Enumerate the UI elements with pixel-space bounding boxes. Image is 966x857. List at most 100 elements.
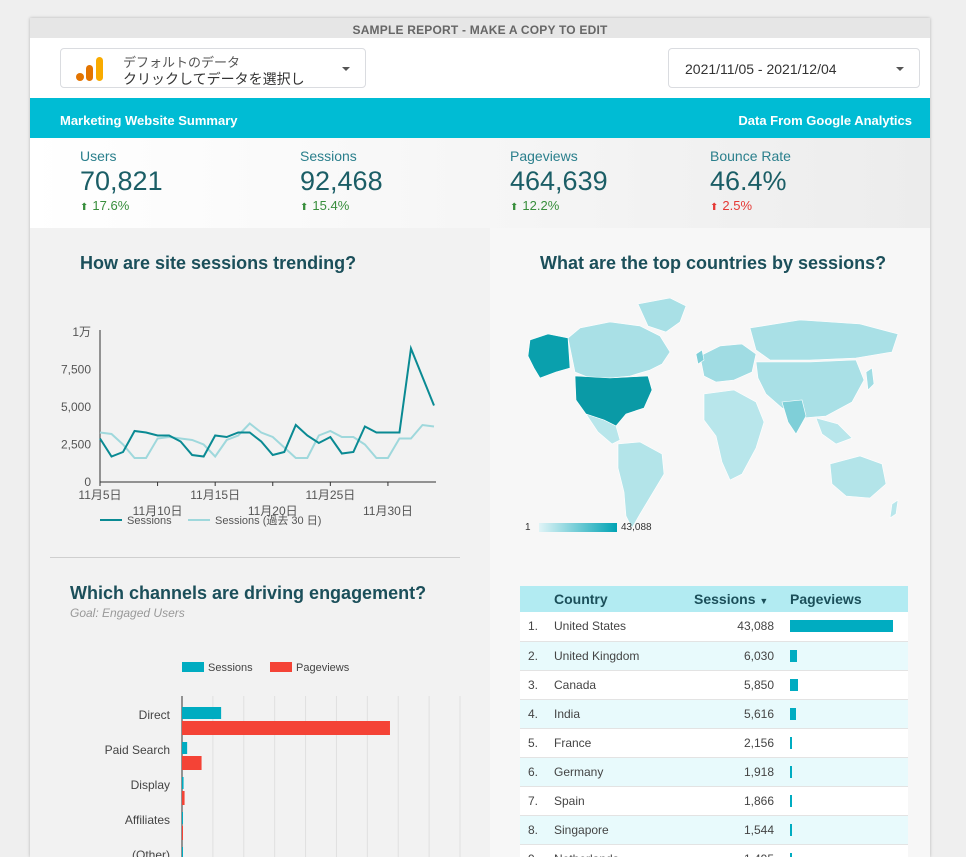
- country-name: India: [554, 699, 694, 729]
- pageviews-cell: [790, 641, 908, 671]
- y-tick-label: 0: [84, 475, 91, 489]
- channels-bar-chart: Sessions Pageviews Direct Paid Search Displa…: [105, 662, 461, 857]
- table-row[interactable]: 5. France 2,156: [520, 728, 908, 758]
- table-row[interactable]: 2. United Kingdom 6,030: [520, 641, 908, 671]
- row-index: 1.: [520, 612, 554, 642]
- country-name: United Kingdom: [554, 641, 694, 671]
- country-name: France: [554, 728, 694, 758]
- legend-swatch-pageviews: [270, 662, 292, 672]
- kpi-delta: 15.4%: [312, 198, 350, 213]
- pageviews-bar: [790, 765, 792, 778]
- kpi-value: 92,468: [300, 166, 383, 196]
- report-title: Marketing Website Summary: [60, 113, 238, 128]
- right-column: What are the top countries by sessions?: [490, 228, 930, 857]
- pageviews-cell: [790, 612, 908, 642]
- map-region-greenland: [637, 298, 687, 333]
- legend-label-sessions-prev: Sessions (過去 30 日): [215, 514, 321, 527]
- legend-label-sessions: Sessions: [127, 515, 172, 527]
- pageviews-bar: [790, 736, 792, 749]
- y-tick-label: 1万: [72, 325, 91, 339]
- map-region-mexico: [585, 413, 621, 445]
- map-region-africa: [703, 389, 765, 481]
- pageviews-bar: [790, 649, 797, 662]
- x-tick-label: 11月25日: [305, 488, 355, 502]
- x-tick-label: 11月10日: [133, 504, 183, 518]
- section-divider: [50, 557, 460, 558]
- channels-chart-title: Which channels are driving engagement?: [70, 583, 427, 603]
- sessions-prev-series-line: [99, 422, 435, 459]
- kpi-value: 70,821: [80, 166, 163, 196]
- map-region-south-america: [617, 441, 665, 529]
- pageviews-bar: [790, 823, 792, 836]
- report-page: SAMPLE REPORT - MAKE A COPY TO EDIT デフォル…: [30, 18, 930, 857]
- pageviews-cell: [790, 670, 908, 700]
- country-sessions: 1,866: [694, 786, 790, 816]
- table-row[interactable]: 3. Canada 5,850: [520, 670, 908, 700]
- kpi-delta: 12.2%: [522, 198, 560, 213]
- row-index: 9.: [520, 844, 554, 857]
- row-index: 6.: [520, 757, 554, 787]
- pageviews-cell: [790, 786, 908, 816]
- bar-pageviews: [182, 721, 390, 735]
- kpi-label: Sessions: [300, 148, 357, 164]
- row-index: 4.: [520, 699, 554, 729]
- table-row[interactable]: 6. Germany 1,918: [520, 757, 908, 787]
- sessions-series-line: [99, 344, 435, 458]
- left-column: How are site sessions trending? 0 2,500 5,…: [30, 228, 490, 857]
- scale-min: 1: [525, 522, 531, 533]
- pageviews-bar: [790, 707, 796, 720]
- country-table: Country Sessions ▼ Pageviews 1. United St…: [520, 586, 908, 857]
- row-index: 8.: [520, 815, 554, 845]
- table-row[interactable]: 1. United States 43,088: [520, 612, 908, 642]
- kpi-delta: 17.6%: [92, 198, 130, 213]
- category-label: Paid Search: [105, 743, 170, 757]
- control-bar: デフォルトのデータ クリックしてデータを選択し 2021/11/05 - 202…: [30, 38, 930, 98]
- data-source-selector[interactable]: デフォルトのデータ クリックしてデータを選択し: [60, 48, 366, 88]
- table-row[interactable]: 4. India 5,616: [520, 699, 908, 729]
- country-name: Canada: [554, 670, 694, 700]
- category-label: Display: [131, 778, 170, 792]
- map-region-usa: [574, 375, 653, 427]
- channels-chart-subtitle: Goal: Engaged Users: [70, 606, 185, 620]
- table-row[interactable]: 9.Netherlands1,495: [520, 844, 908, 857]
- legend-label-sessions: Sessions: [208, 662, 253, 674]
- column-header-sessions[interactable]: Sessions ▼: [694, 586, 790, 612]
- pageviews-cell: [790, 728, 908, 758]
- bar-sessions: [182, 812, 183, 824]
- map-region-india: [781, 399, 807, 435]
- country-sessions: 2,156: [694, 728, 790, 758]
- kpi-delta: 2.5%: [722, 198, 753, 213]
- kpi-label: Pageviews: [510, 148, 578, 164]
- category-label: Affiliates: [125, 813, 170, 827]
- column-header-country[interactable]: Country: [554, 586, 694, 612]
- country-name: United States: [554, 612, 694, 642]
- chevron-down-icon: [342, 67, 350, 71]
- data-source-credit: Data From Google Analytics: [738, 113, 912, 128]
- pageviews-bar: [790, 794, 792, 807]
- column-header-index: [520, 586, 554, 612]
- table-row[interactable]: 7. Spain 1,866: [520, 786, 908, 816]
- map-region-australia: [829, 455, 887, 499]
- summary-header: Marketing Website Summary Data From Goog…: [30, 98, 930, 138]
- row-index: 2.: [520, 641, 554, 671]
- legend-label-pageviews: Pageviews: [296, 662, 350, 674]
- bar-sessions: [182, 707, 222, 719]
- pageviews-cell: [790, 699, 908, 729]
- x-tick-label: 11月20日: [248, 504, 298, 518]
- country-sessions: 1,918: [694, 757, 790, 787]
- date-range-picker[interactable]: 2021/11/05 - 2021/12/04: [668, 48, 920, 88]
- scale-max: 43,088: [621, 522, 652, 533]
- kpi-value: 464,639: [510, 166, 608, 196]
- table-row[interactable]: 8. Singapore 1,544: [520, 815, 908, 845]
- country-sessions: 5,850: [694, 670, 790, 700]
- google-analytics-icon: [76, 57, 103, 81]
- pageviews-bar: [790, 620, 893, 633]
- column-header-pageviews[interactable]: Pageviews: [790, 586, 908, 612]
- map-chart-title: What are the top countries by sessions?: [540, 253, 887, 273]
- arrow-up-icon: ⬆: [300, 202, 309, 213]
- country-name: Germany: [554, 757, 694, 787]
- country-sessions: 43,088: [694, 612, 790, 642]
- arrow-up-icon: ⬆: [510, 202, 519, 213]
- country-sessions: 5,616: [694, 699, 790, 729]
- bar-sessions: [182, 742, 188, 754]
